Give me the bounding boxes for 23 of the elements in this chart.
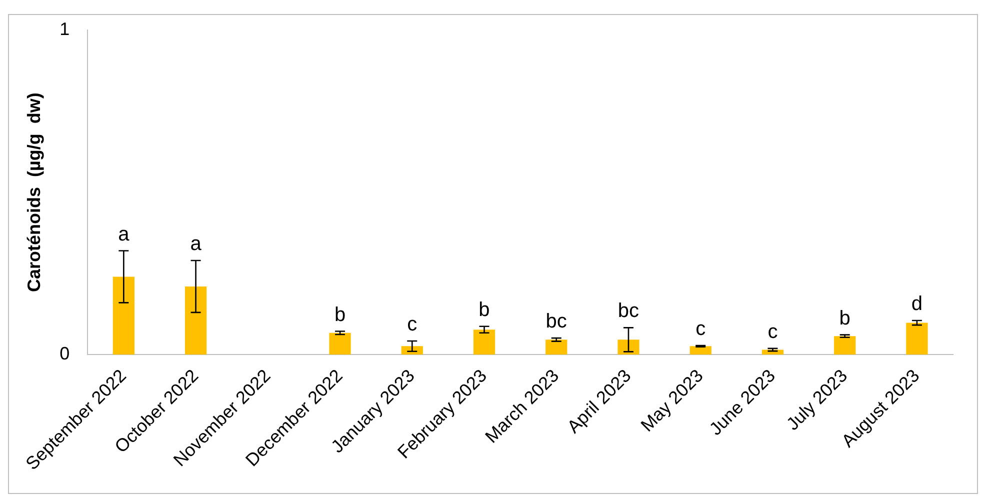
annotation: c xyxy=(696,318,706,340)
bar xyxy=(473,330,496,355)
bar xyxy=(834,336,856,355)
bar xyxy=(329,332,351,355)
bar xyxy=(112,276,134,355)
annotation: b xyxy=(334,304,346,326)
bar xyxy=(690,346,712,355)
annotation: a xyxy=(118,223,130,246)
annotation: d xyxy=(911,293,923,316)
annotation: b xyxy=(839,307,850,330)
annotation: bc xyxy=(546,310,567,333)
annotation: b xyxy=(478,298,490,321)
bar xyxy=(184,286,207,355)
y-axis-title: Caroténoids (µg/g dw) xyxy=(24,92,44,292)
annotation: bc xyxy=(618,300,640,322)
annotation: c xyxy=(768,320,778,343)
bar xyxy=(546,340,568,355)
y-tick-label: 0 xyxy=(60,344,70,364)
bar xyxy=(906,322,928,355)
annotation: a xyxy=(190,232,202,255)
annotation: c xyxy=(407,313,418,336)
bar xyxy=(618,340,640,355)
y-tick-label: 1 xyxy=(60,18,70,39)
